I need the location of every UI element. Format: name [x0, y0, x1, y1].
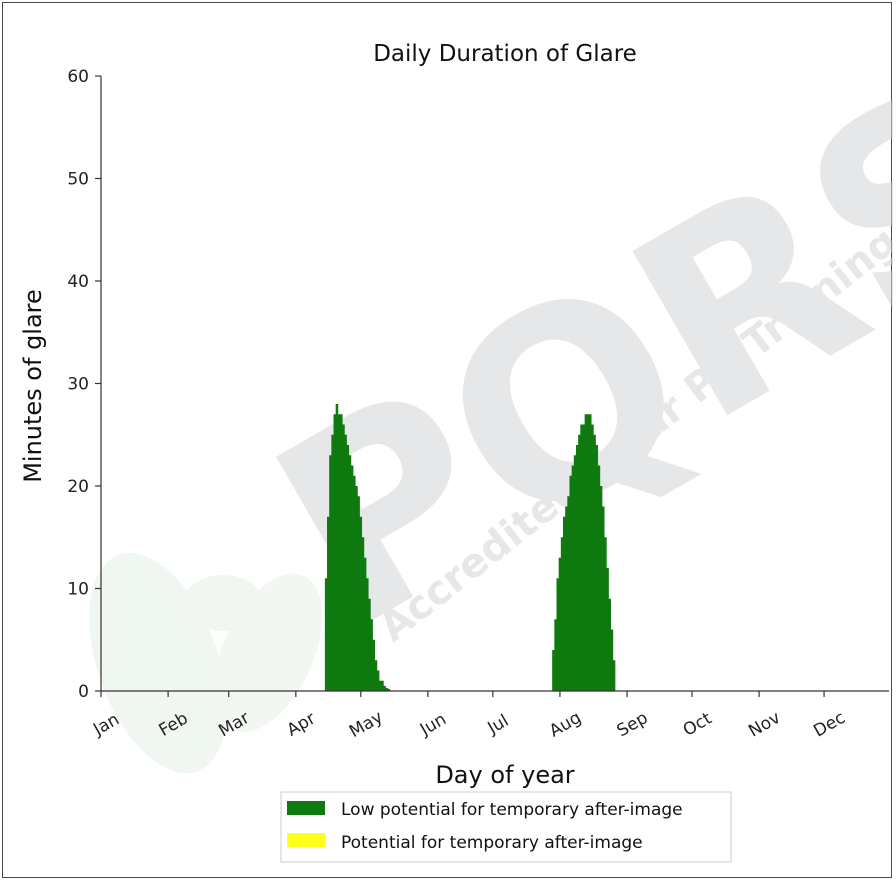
glare-bar-low-day-218 — [569, 475, 573, 691]
x-tick-label-sep: Sep — [614, 708, 652, 741]
x-tick-label-apr: Apr — [284, 709, 319, 741]
x-tick-label-jun: Jun — [416, 709, 450, 740]
glare-bar-low-day-126 — [370, 619, 373, 691]
glare-bar-low-day-221 — [575, 445, 579, 691]
y-axis: 0 10 20 30 40 50 60 — [67, 67, 102, 702]
glare-bar-low-day-229 — [593, 434, 596, 691]
glare-bar-low-day-111 — [337, 414, 341, 691]
y-tick-label-60: 60 — [67, 67, 89, 87]
glare-bar-low-day-232 — [599, 486, 603, 691]
glare-bar-low-day-225 — [584, 414, 588, 691]
glare-bar-low-day-131 — [381, 680, 384, 691]
glare-bar-low-day-216 — [565, 506, 568, 691]
glare-bar-low-day-222 — [578, 434, 581, 691]
glare-bar-low-day-116 — [348, 455, 352, 691]
plot-area — [324, 404, 616, 692]
glare-bar-low-day-124 — [365, 578, 369, 691]
glare-bar-low-day-108 — [331, 434, 334, 691]
glare-bar-low-day-233 — [601, 506, 605, 691]
legend-box — [280, 791, 732, 863]
glare-bar-low-day-231 — [597, 465, 601, 691]
glare-bar-low-day-128 — [374, 660, 378, 691]
x-tick-label-aug: Aug — [546, 708, 585, 742]
glare-bar-low-day-113 — [342, 424, 345, 691]
glare-bar-low-day-133 — [385, 687, 389, 691]
glare-bar-low-day-237 — [610, 629, 614, 691]
glare-bar-low-day-109 — [333, 414, 337, 691]
glare-bar-low-day-107 — [329, 455, 332, 691]
glare-bar-low-day-211 — [554, 619, 557, 691]
glare-bar-low-day-213 — [558, 557, 562, 691]
x-tick-label-may: May — [346, 707, 386, 742]
glare-bar-low-day-212 — [556, 578, 560, 691]
glare-bar-low-day-228 — [591, 424, 594, 691]
glare-bar-low-day-119 — [355, 486, 358, 691]
x-axis-title: Day of year — [435, 761, 574, 789]
watermark-leaf-icon — [89, 553, 323, 773]
glare-bar-low-day-220 — [573, 455, 577, 691]
glare-bar-low-day-114 — [344, 434, 347, 691]
legend: Low potential for temporary after-image … — [280, 791, 732, 863]
x-tick-label-jul: Jul — [484, 711, 513, 739]
glare-bar-low-day-226 — [586, 414, 590, 691]
y-tick-label-50: 50 — [67, 170, 89, 190]
glare-bar-low-day-215 — [562, 516, 566, 691]
glare-bar-low-day-238 — [612, 660, 616, 691]
glare-bar-low-day-121 — [359, 516, 363, 691]
glare-bar-low-day-134 — [387, 688, 391, 691]
glare-bar-low-day-223 — [580, 424, 583, 691]
glare-bar-low-day-125 — [368, 598, 371, 691]
glare-bar-low-day-234 — [604, 537, 607, 691]
glare-bar-low-day-214 — [560, 537, 564, 691]
glare-bar-low-day-105 — [324, 578, 328, 691]
y-tick-label-10: 10 — [67, 580, 89, 600]
glare-bar-low-day-210 — [552, 650, 555, 691]
glare-bar-low-day-127 — [372, 639, 376, 691]
glare-bar-low-day-120 — [357, 496, 360, 691]
y-axis-title: Minutes of glare — [19, 289, 47, 483]
glare-bar-low-day-224 — [582, 424, 586, 691]
glare-bar-low-day-117 — [350, 465, 354, 691]
glare-bar-low-day-235 — [606, 568, 609, 691]
glare-bar-low-day-217 — [567, 496, 570, 691]
glare-bar-low-day-118 — [353, 475, 356, 691]
x-tick-label-nov: Nov — [745, 708, 784, 742]
legend-swatch-low — [287, 801, 325, 815]
glare-bar-low-day-110 — [335, 404, 339, 691]
glare-bar-low-day-236 — [608, 598, 612, 691]
y-tick-label-30: 30 — [67, 375, 89, 395]
y-tick-label-40: 40 — [67, 272, 89, 292]
y-tick-label-20: 20 — [67, 477, 89, 497]
glare-bar-low-day-227 — [588, 414, 592, 691]
glare-bar-low-day-219 — [571, 465, 575, 691]
x-tick-label-oct: Oct — [680, 708, 716, 740]
legend-label-low: Low potential for temporary after-image — [341, 800, 683, 820]
glare-bar-low-day-129 — [376, 670, 380, 691]
legend-label-potential: Potential for temporary after-image — [341, 833, 643, 853]
glare-bar-low-day-230 — [595, 445, 599, 691]
glare-bar-low-day-122 — [361, 537, 365, 691]
x-tick-label-dec: Dec — [810, 708, 848, 742]
glare-bar-low-day-132 — [383, 685, 386, 692]
glare-bar-low-day-115 — [346, 445, 350, 691]
glare-bar-low-day-123 — [363, 557, 367, 691]
glare-chart: PQRS Accredited Solar PV Training Daily … — [19, 26, 893, 863]
glare-bar-low-day-130 — [378, 680, 382, 691]
glare-bar-low-day-106 — [327, 516, 330, 691]
chart-title: Daily Duration of Glare — [373, 41, 637, 67]
y-tick-label-0: 0 — [78, 682, 89, 702]
glare-bar-low-day-112 — [340, 414, 343, 691]
legend-swatch-potential — [287, 833, 325, 847]
watermark: PQRS Accredited Solar PV Training — [89, 26, 893, 773]
